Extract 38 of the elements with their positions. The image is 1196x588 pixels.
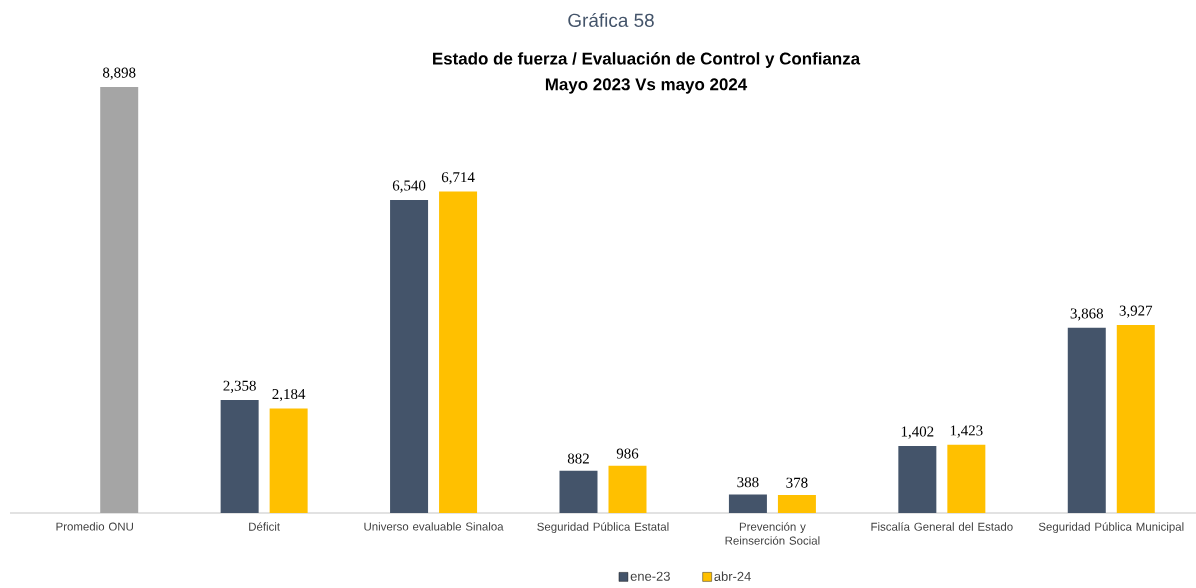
data-label: 2,358 [223, 380, 256, 393]
bar [608, 465, 647, 513]
data-label: 3,927 [1119, 305, 1153, 318]
bar [1116, 324, 1155, 513]
data-label: 2,184 [272, 389, 306, 402]
legend-label: abr-24 [714, 571, 751, 581]
data-label: 1,402 [901, 426, 934, 439]
bar [100, 86, 139, 513]
data-label: 1,423 [950, 425, 983, 438]
bar [898, 445, 937, 513]
x-tick-label: Fiscalía General del Estado [871, 522, 1013, 531]
bar [269, 408, 308, 513]
bar [947, 444, 986, 513]
data-label: 882 [567, 453, 589, 464]
text: Gráfica 58 [568, 12, 654, 28]
x-tick-label: Seguridad Pública Estatal [537, 522, 669, 534]
chart-title: Estado de fuerza / Evaluación de Control y Confianza [433, 52, 861, 68]
data-label: 378 [786, 477, 808, 488]
chart-subtitle: Mayo 2023 Vs mayo 2024 [545, 78, 748, 94]
data-label: 3,868 [1070, 308, 1104, 321]
bar [220, 400, 259, 513]
x-tick-label: Déficit [249, 522, 280, 531]
x-tick-label: Seguridad Pública Municipal [1038, 522, 1184, 534]
bar [390, 199, 429, 513]
data-label: 6,540 [392, 180, 426, 193]
x-tick-label: Prevención y Reinserción Social [725, 522, 820, 545]
x-tick-label: Promedio ONU [56, 522, 133, 531]
legend-label: ene-23 [630, 571, 670, 581]
data-label: 6,714 [441, 172, 475, 185]
bar [559, 470, 598, 513]
bar [1067, 327, 1106, 513]
bar [439, 191, 478, 513]
data-label: 8,898 [102, 67, 136, 80]
bar [777, 494, 816, 513]
x-tick-label: Universo evaluable Sinaloa [364, 522, 504, 531]
bar [728, 494, 767, 513]
data-label: 986 [616, 448, 639, 459]
data-label: 388 [737, 477, 759, 488]
